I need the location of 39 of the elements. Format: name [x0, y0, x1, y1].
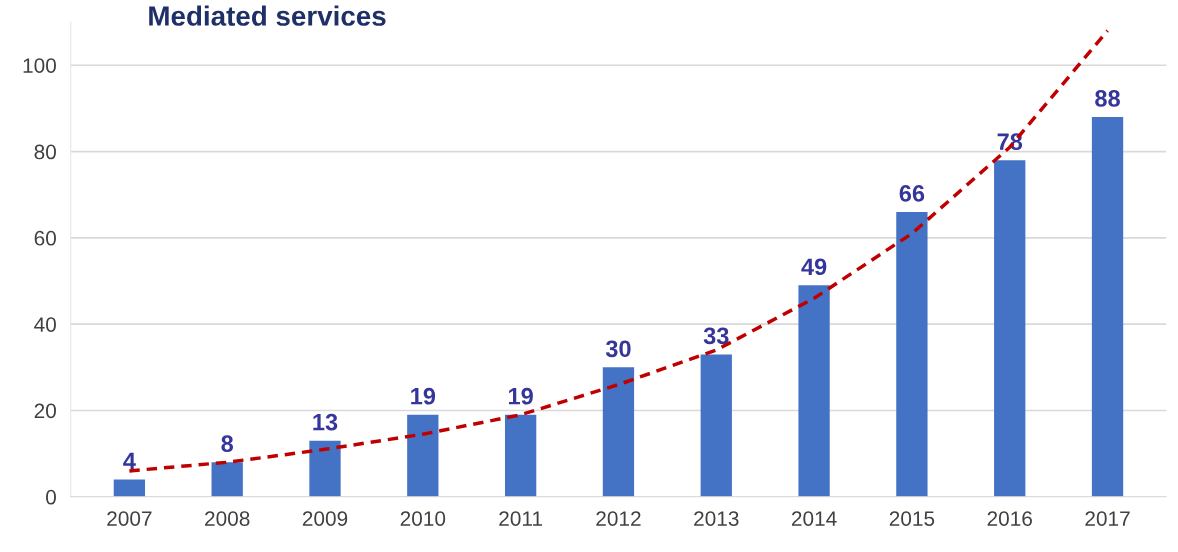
data-label: 33 [703, 327, 729, 345]
y-tick-label: 0 [46, 489, 56, 505]
bar [798, 285, 830, 497]
bar [309, 440, 341, 497]
bar [211, 462, 243, 497]
chart-title: Mediated services [149, 5, 386, 26]
x-tick-label: 2017 [1085, 511, 1130, 526]
x-tick-label: 2010 [400, 511, 446, 526]
x-tick-label: 2015 [889, 511, 935, 526]
y-tick-label: 100 [23, 58, 56, 73]
bar [504, 414, 537, 497]
data-label: 49 [801, 258, 827, 276]
bar [896, 211, 928, 497]
y-tick-label: 60 [34, 230, 56, 246]
data-label: 19 [508, 387, 533, 405]
y-tick-label: 80 [34, 144, 56, 160]
data-label: 4 [123, 452, 136, 470]
data-label: 30 [605, 340, 631, 358]
x-tick-label: 2011 [499, 511, 543, 526]
data-label: 66 [899, 185, 925, 202]
data-label: 88 [1095, 90, 1120, 107]
data-label: 8 [221, 435, 234, 453]
x-tick-label: 2014 [791, 511, 837, 526]
x-tick-label: 2009 [302, 511, 348, 526]
y-tick-label: 20 [34, 403, 56, 419]
bar [407, 414, 439, 497]
x-tick-label: 2008 [205, 511, 250, 526]
bar [700, 354, 732, 497]
bar [113, 479, 146, 497]
x-tick-label: 2007 [107, 511, 152, 526]
data-label: 19 [411, 387, 436, 405]
y-tick-label: 40 [34, 317, 56, 332]
x-tick-label: 2016 [987, 511, 1032, 526]
data-label: 13 [313, 413, 338, 431]
x-tick-label: 2012 [596, 511, 641, 526]
bar [994, 160, 1026, 497]
bar [1091, 117, 1124, 497]
bar [602, 367, 635, 497]
x-tick-label: 2013 [694, 511, 739, 526]
